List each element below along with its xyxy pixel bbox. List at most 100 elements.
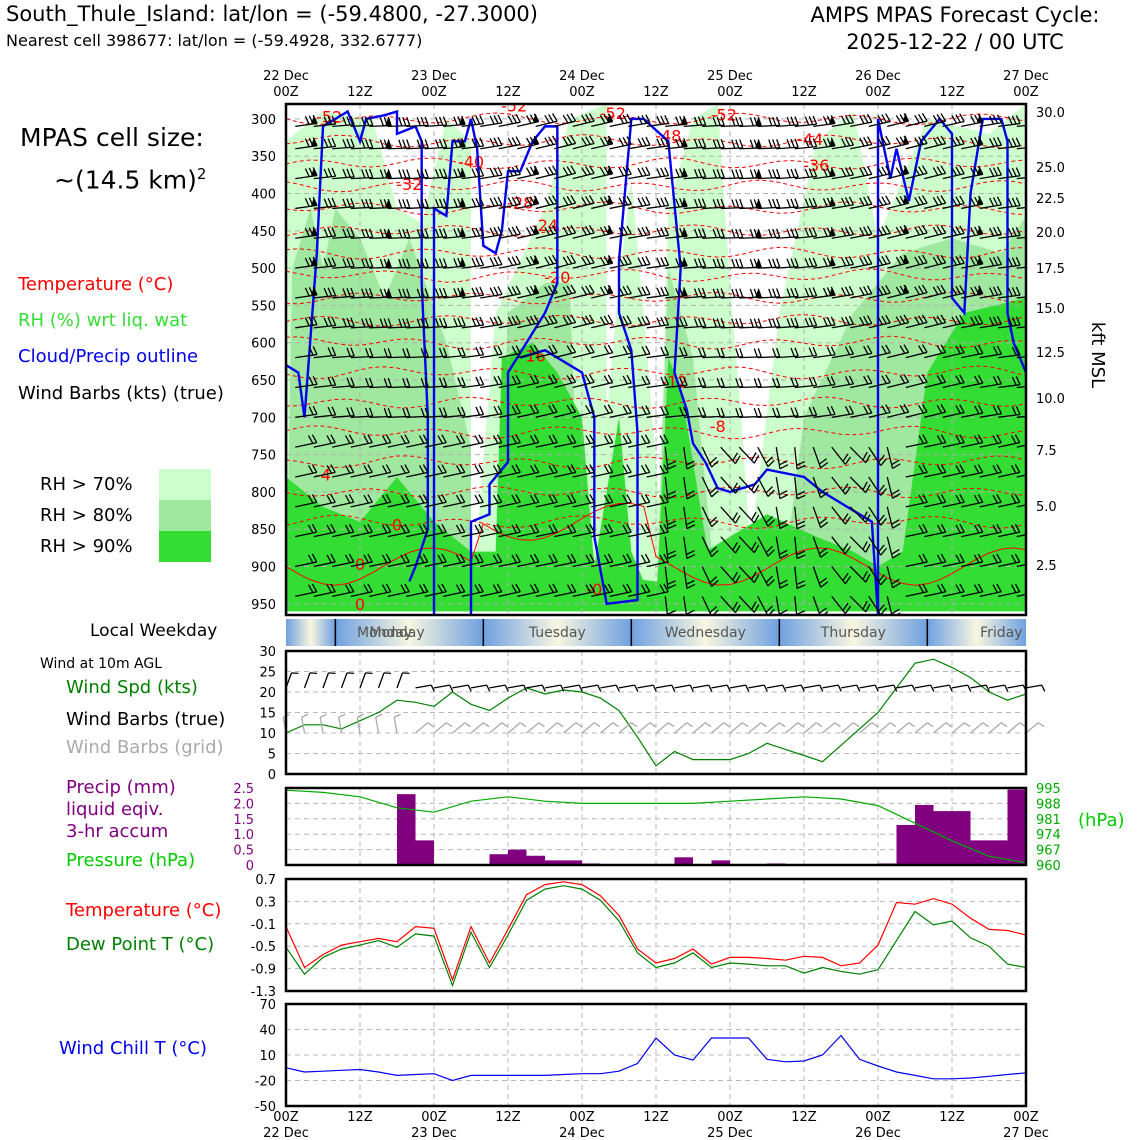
wind-barb-feather — [515, 434, 521, 443]
wind-barb-staff — [665, 235, 688, 239]
wind-barb-feather — [862, 600, 868, 610]
pressure-tick-label: 950 — [251, 598, 276, 613]
wind-barb-grid — [544, 722, 564, 734]
wind-barb-staff — [887, 120, 909, 128]
wind-barb-feather — [932, 286, 939, 295]
wind-barb-staff — [868, 566, 882, 586]
wind-barb-feather — [511, 137, 518, 146]
wind-barb-staff — [886, 536, 894, 559]
wind-barb-staff — [369, 124, 392, 128]
wind-barb-feather — [641, 167, 647, 176]
wind-barb-staff — [924, 232, 946, 239]
wind-barb-staff — [831, 293, 854, 299]
wind-barb-true-feather — [652, 684, 657, 692]
wind-barb-feather — [346, 317, 351, 327]
wind-barb-feather — [434, 318, 440, 328]
wind-barb-feather — [842, 483, 849, 492]
wind-barb — [406, 288, 429, 299]
wind-barb-staff — [369, 501, 391, 508]
wind-barb-feather — [757, 169, 762, 179]
wind-barb-grid-staff — [618, 722, 632, 734]
wind-barb-staff — [295, 204, 318, 210]
wind-barb-feather — [404, 523, 410, 533]
wind-barb-staff — [628, 323, 651, 329]
wind-barb-feather — [1030, 495, 1034, 503]
wind-barb-feather — [899, 404, 906, 414]
wind-barb-feather — [496, 494, 503, 503]
wind-barb-feather — [693, 258, 699, 268]
wind-barb-feather — [977, 345, 984, 354]
wind-barb-feather — [1011, 406, 1017, 416]
wind-barb-grid-feather — [356, 713, 364, 718]
precip-frame — [284, 786, 1028, 867]
wind-barb — [572, 464, 595, 478]
wind-barb — [591, 523, 614, 538]
wind-barb-feather — [1015, 137, 1021, 147]
wind-barb-feather — [996, 196, 1003, 206]
precip-bar — [915, 804, 934, 865]
wind-barb — [572, 224, 595, 239]
wind-barb — [554, 494, 577, 508]
wind-barb-feather — [772, 407, 777, 417]
wind-barb-staff — [480, 413, 503, 418]
wind-barb-staff — [535, 501, 558, 508]
wind-barb-feather — [492, 435, 499, 444]
wind-barb-feather — [989, 287, 995, 296]
wind-barb-staff — [868, 446, 882, 466]
wind-barb-feather — [424, 347, 429, 357]
wind-barb-feather — [475, 287, 481, 296]
wind-barb-feather — [895, 167, 902, 176]
wind-barb-feather — [878, 484, 885, 493]
weekday-label: Thursday — [820, 625, 886, 641]
wind-barb-feather — [765, 486, 773, 494]
wind-barb — [924, 523, 947, 538]
wind-barb-staff — [905, 381, 928, 389]
wind-barb-feather — [544, 115, 550, 124]
wind-barb-feather — [1034, 584, 1038, 592]
wind-barb-feather — [453, 138, 458, 148]
wind-barb-feather — [716, 139, 721, 149]
wind-barb-feather — [659, 584, 665, 593]
wind-barb-staff — [350, 385, 373, 389]
wind-barb-feather — [940, 523, 947, 533]
precip-bar — [1007, 789, 1026, 865]
wind-barb-feather — [342, 116, 347, 126]
wind-barb-feather — [548, 435, 554, 444]
windchill-line — [285, 1034, 1027, 1082]
wind-barb-staff — [480, 263, 503, 269]
wind-barb-staff — [369, 531, 391, 538]
wind-barb — [868, 595, 888, 615]
wind-barb-feather — [739, 198, 744, 208]
wind-barb-pennant — [459, 116, 466, 125]
wind-barb-staff — [905, 202, 928, 210]
wind-barb-feather — [790, 288, 795, 297]
wind-barb-staff — [350, 501, 373, 508]
wind-barb-staff — [831, 536, 846, 555]
wind-barb-feather — [507, 287, 514, 296]
wind-barb-staff — [332, 295, 355, 299]
wind-barb-staff — [757, 596, 769, 615]
wind-barb-feather — [622, 256, 629, 265]
wind-barb-feather — [589, 553, 595, 563]
wind-barb-feather — [475, 115, 481, 125]
wind-barb-staff — [498, 471, 521, 478]
wind-barb-true-staff — [951, 684, 968, 689]
wind-barb-staff — [369, 385, 392, 389]
wind-barb-staff — [332, 591, 354, 597]
wind-barb-feather — [420, 169, 425, 179]
wind-barb-feather — [663, 464, 669, 473]
wind-barb — [813, 346, 836, 359]
wind-barb-staff — [387, 561, 410, 568]
wind-barb-feather — [622, 226, 629, 236]
wind-barb-feather — [420, 198, 425, 208]
wind-barb-feather — [379, 117, 384, 127]
wind-barb-staff — [998, 145, 1021, 150]
wind-barb-staff — [313, 123, 336, 128]
wind-barb — [443, 257, 466, 269]
wind-barb-feather — [812, 346, 818, 356]
wind-barb — [424, 347, 448, 359]
wind-barb-staff — [849, 506, 867, 523]
wind-barb — [535, 113, 558, 128]
wind-barb — [720, 348, 744, 359]
wind-barb — [961, 523, 984, 538]
